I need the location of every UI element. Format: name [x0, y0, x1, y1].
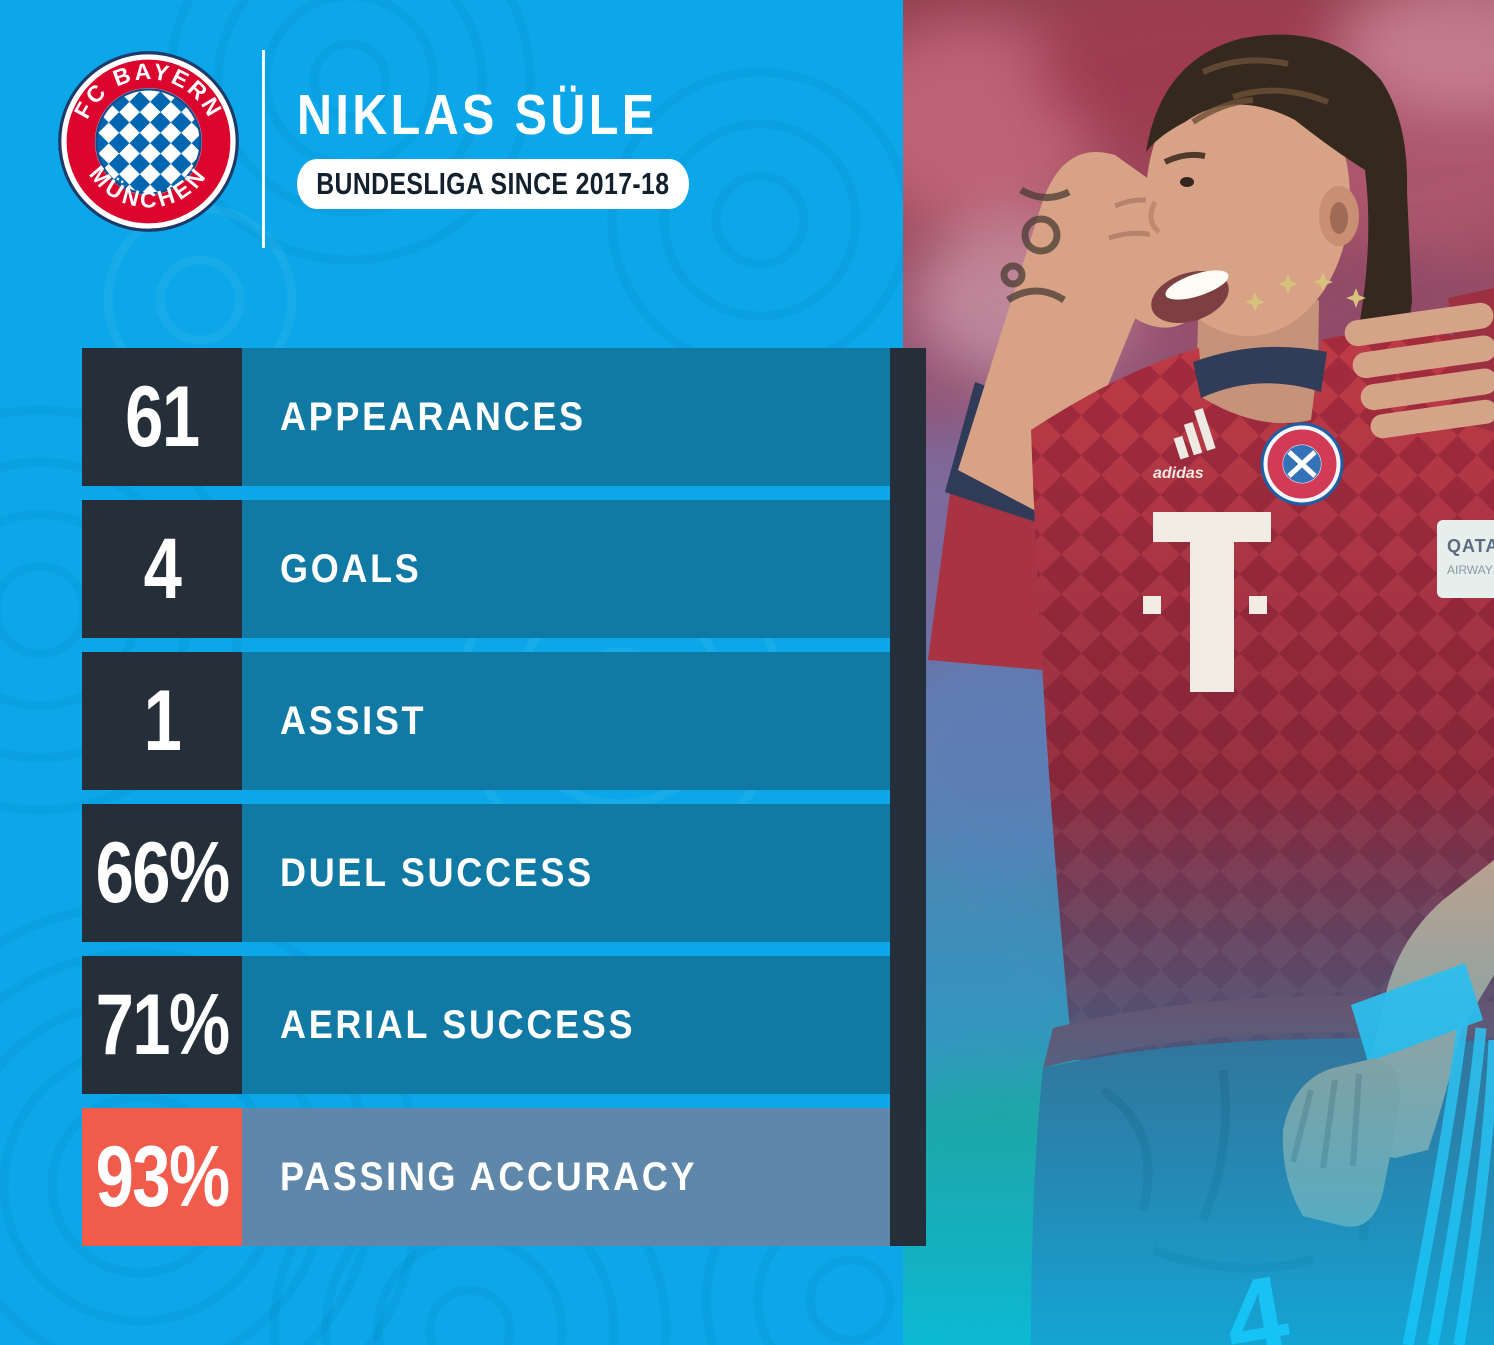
stat-label: ASSIST [280, 698, 427, 743]
forearm-tattoo [1000, 186, 1071, 304]
stat-bar: GOALS [242, 500, 890, 638]
stat-bar: APPEARANCES [242, 348, 890, 486]
stat-value-box: 71% [82, 956, 242, 1094]
stat-label: DUEL SUCCESS [280, 850, 594, 895]
cyan-overlay [903, 780, 1494, 1345]
stat-value-box: 1 [82, 652, 242, 790]
player-photo: adidas [903, 0, 1494, 1345]
hand-on-shoulder [1344, 288, 1494, 439]
stat-row: 71% AERIAL SUCCESS [82, 956, 890, 1094]
stat-bar: ASSIST [242, 652, 890, 790]
page-title: NIKLAS SÜLE [297, 83, 658, 147]
header: NIKLAS SÜLE BUNDESLIGA SINCE 2017-18 [297, 84, 787, 209]
stat-row: 66% DUEL SUCCESS [82, 804, 890, 942]
jersey-collar [1193, 346, 1327, 398]
player-head [1146, 60, 1350, 336]
stat-label: APPEARANCES [280, 394, 586, 439]
competition-badge-text: BUNDESLIGA SINCE 2017-18 [316, 165, 670, 201]
player-photo-illustration: adidas [903, 0, 1494, 1345]
stat-bar: PASSING ACCURACY [242, 1108, 890, 1246]
stat-value-box: 61 [82, 348, 242, 486]
player-hair [1146, 34, 1412, 348]
competition-badge: BUNDESLIGA SINCE 2017-18 [297, 158, 689, 209]
jersey-crest [1245, 272, 1366, 506]
telekom-logo: T [1143, 512, 1271, 692]
sleeve-patch-line1: QATAR [1447, 536, 1494, 556]
stat-label: PASSING ACCURACY [280, 1154, 698, 1199]
stat-value: 61 [125, 368, 200, 465]
stat-label: GOALS [280, 546, 422, 591]
stat-row: 1 ASSIST [82, 652, 890, 790]
stats-side-strip [890, 348, 926, 1246]
stat-value: 66% [95, 824, 231, 921]
stat-value-box: 4 [82, 500, 242, 638]
sleeve-patch-line2: AIRWAYS [1447, 563, 1494, 577]
stat-value: 71% [95, 976, 231, 1073]
stat-row: 4 GOALS [82, 500, 890, 638]
stat-row: 93% PASSING ACCURACY [82, 1108, 890, 1246]
adidas-wordmark: adidas [1153, 465, 1204, 482]
stat-row: 61 APPEARANCES [82, 348, 890, 486]
stat-label: AERIAL SUCCESS [280, 1002, 636, 1047]
sleeve-patch: QATAR AIRWAYS [1437, 520, 1494, 598]
stat-value: 4 [143, 520, 182, 617]
stats-list: 61 APPEARANCES 4 GOALS 1 ASSIST [82, 348, 890, 1260]
adidas-logo: adidas [1153, 408, 1216, 482]
club-crest-logo: FC BAYERN MÜNCHEN [57, 50, 240, 233]
stat-value: 1 [143, 672, 182, 769]
crest-diamonds [95, 88, 202, 195]
stat-value: 93% [95, 1128, 231, 1225]
header-divider [262, 50, 265, 248]
stat-value-box: 66% [82, 804, 242, 942]
stat-value-box: 93% [82, 1108, 242, 1246]
stat-bar: AERIAL SUCCESS [242, 956, 890, 1094]
stat-bar: DUEL SUCCESS [242, 804, 890, 942]
